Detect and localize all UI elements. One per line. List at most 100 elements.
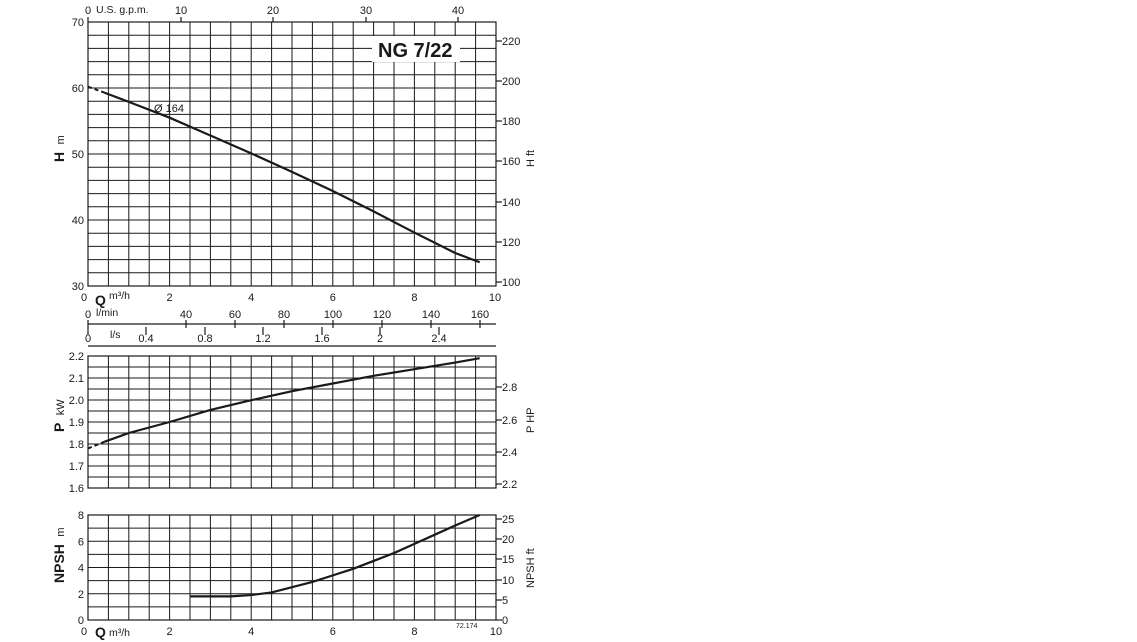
performance-curve-line (103, 357, 480, 443)
y-tick-label: 2.1 (69, 373, 84, 385)
y-tick-label: 1.6 (69, 483, 84, 495)
npsh-y-tick-labels: 0 2 4 6 8 (78, 510, 84, 627)
plot-frame (87, 21, 497, 287)
lps-tick-labels: 0 0.4 0.8 1.2 1.6 2 2.4 (85, 333, 447, 345)
lps-tick-label: 0.8 (197, 333, 212, 345)
right-tick-label: 10 (502, 575, 514, 587)
curve-extrapolated-segment (87, 85, 105, 94)
npsh-flow-axis-label: Q (95, 624, 106, 640)
right-tick-label: 0 (502, 615, 508, 627)
power-series (87, 357, 480, 450)
gpm-scale-label: U.S. g.p.m. (96, 4, 149, 16)
y-tick-label: 2 (78, 589, 84, 601)
right-tick-label: 180 (502, 116, 520, 128)
gpm-tick-label: 30 (360, 5, 372, 17)
y-tick-label: 30 (72, 281, 84, 293)
y-tick-label: 70 (72, 17, 84, 29)
flow-m3h-tick-labels: 0 2 4 6 8 10 (81, 292, 501, 304)
right-tick-label: 140 (502, 197, 520, 209)
lps-tick-label: 2.4 (431, 333, 446, 345)
impeller-diameter-label: Ø 164 (154, 103, 184, 115)
right-tick-label: 2.4 (502, 447, 517, 459)
y-tick-label: 8 (78, 510, 84, 522)
y-tick-label: 2.0 (69, 395, 84, 407)
npsh-series (190, 513, 481, 598)
head-right-tick-labels: 100 120 140 160 180 200 220 (502, 36, 520, 289)
right-tick-label: 25 (502, 514, 514, 526)
head-series (87, 85, 481, 264)
flow-tick-label: 10 (489, 292, 501, 304)
flow-tick-label: 6 (330, 292, 336, 304)
flow-tick-label: 0 (81, 292, 87, 304)
y-tick-label: 0 (78, 615, 84, 627)
lpm-tick-label: 60 (229, 309, 241, 321)
lpm-scale-label: l/min (96, 307, 118, 319)
lps-tick-label: 0 (85, 333, 91, 345)
lps-tick-label: 2 (377, 333, 383, 345)
title-background (372, 36, 460, 62)
lpm-tick-label: 40 (180, 309, 192, 321)
plot-frame (87, 355, 497, 489)
flow-tick-label: 2 (167, 292, 173, 304)
flow-axis-label: Q (95, 292, 106, 308)
gpm-tick-label: 40 (452, 5, 464, 17)
npsh-right-tick-labels: 0 5 10 15 20 25 (502, 514, 514, 627)
npsh-flow-tick-label: 10 (490, 626, 502, 638)
right-tick-label: 2.8 (502, 382, 517, 394)
power-axes (87, 355, 502, 489)
y-tick-label: 4 (78, 563, 84, 575)
y-tick-label: 40 (72, 215, 84, 227)
performance-curve-line (190, 513, 481, 598)
lpm-tick-label: 140 (422, 309, 440, 321)
flow-axis-unit: m³/h (109, 290, 130, 302)
npsh-flow-tick-label: 6 (330, 626, 336, 638)
y-tick-label: 6 (78, 536, 84, 548)
right-tick-label: 2.6 (502, 415, 517, 427)
flow-tick-label: 4 (248, 292, 254, 304)
lpm-tick-label: 120 (373, 309, 391, 321)
npsh-flow-tick-label: 0 (81, 626, 87, 638)
y-tick-label: 50 (72, 149, 84, 161)
lpm-tick-labels: 0 40 60 80 100 120 140 160 (85, 309, 489, 321)
y-tick-label: 1.7 (69, 461, 84, 473)
npsh-axes (87, 514, 502, 621)
lpm-tick-label: 100 (324, 309, 342, 321)
head-y-tick-labels: 30 40 50 60 70 (72, 17, 84, 293)
lps-tick-label: 0.4 (138, 333, 153, 345)
power-right-tick-labels: 2.2 2.4 2.6 2.8 (502, 382, 517, 491)
lpm-tick-label: 80 (278, 309, 290, 321)
flow-tick-label: 8 (411, 292, 417, 304)
npsh-flow-tick-label: 8 (411, 626, 417, 638)
performance-curve-line (103, 91, 481, 264)
head-right-axis-label: H ft (525, 150, 537, 167)
head-grid (88, 22, 496, 286)
right-tick-label: 200 (502, 76, 520, 88)
npsh-flow-tick-label: 2 (167, 626, 173, 638)
npsh-flow-tick-labels: 0 2 4 6 8 10 (81, 626, 502, 638)
right-tick-label: 15 (502, 554, 514, 566)
right-tick-label: 120 (502, 237, 520, 249)
lps-tick-label: 1.2 (255, 333, 270, 345)
drawing-reference: 72.174 (456, 623, 478, 630)
head-axes (87, 17, 502, 287)
y-tick-label: 1.9 (69, 417, 84, 429)
y-tick-label: 1.8 (69, 439, 84, 451)
gpm-tick-label: 0 (85, 5, 91, 17)
npsh-flow-tick-label: 4 (248, 626, 254, 638)
power-right-axis-label: P HP (525, 408, 537, 433)
gpm-tick-labels: 0 10 20 30 40 (85, 5, 464, 17)
right-tick-label: 220 (502, 36, 520, 48)
y-tick-label: 60 (72, 83, 84, 95)
power-grid (88, 356, 496, 488)
right-tick-label: 5 (502, 595, 508, 607)
right-tick-label: 20 (502, 534, 514, 546)
right-tick-label: 100 (502, 277, 520, 289)
gpm-tick-label: 20 (267, 5, 279, 17)
flow-unit-scale-lines (87, 320, 496, 347)
npsh-axis-label: NPSH m (51, 527, 68, 583)
lpm-tick-label: 0 (85, 309, 91, 321)
right-tick-label: 2.2 (502, 479, 517, 491)
